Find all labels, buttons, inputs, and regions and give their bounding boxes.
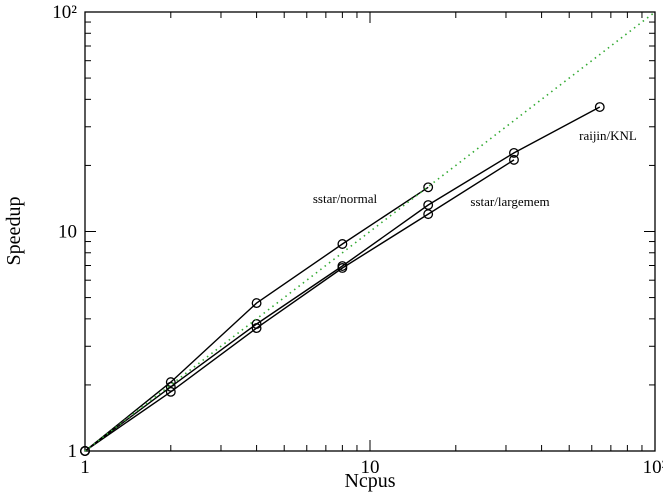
data-point (423, 182, 434, 193)
series-label: sstar/normal (313, 191, 378, 206)
y-tick-label: 10² (52, 2, 77, 23)
series-line (84, 186, 429, 452)
series-label: sstar/largemem (470, 194, 549, 209)
data-point (251, 298, 262, 309)
x-tick-label: 10² (643, 457, 663, 478)
x-tick-label: 1 (80, 457, 90, 478)
y-axis-title: Speedup (3, 197, 25, 266)
x-tick-label: 10 (361, 457, 380, 478)
data-point (423, 200, 434, 210)
data-point (509, 147, 519, 158)
series-line (84, 11, 656, 452)
x-axis-title: Ncpus (344, 470, 395, 492)
data-point (337, 261, 348, 271)
y-tick-label: 1 (68, 441, 78, 462)
series-line (84, 106, 601, 452)
data-point (509, 154, 519, 165)
data-point (337, 239, 348, 249)
data-point (165, 381, 176, 392)
y-tick-label: 10 (58, 222, 77, 243)
data-point (594, 102, 605, 112)
series-label: raijin/KNL (579, 128, 637, 143)
data-point (251, 319, 262, 329)
data-point (80, 446, 90, 456)
series-line (84, 159, 515, 452)
